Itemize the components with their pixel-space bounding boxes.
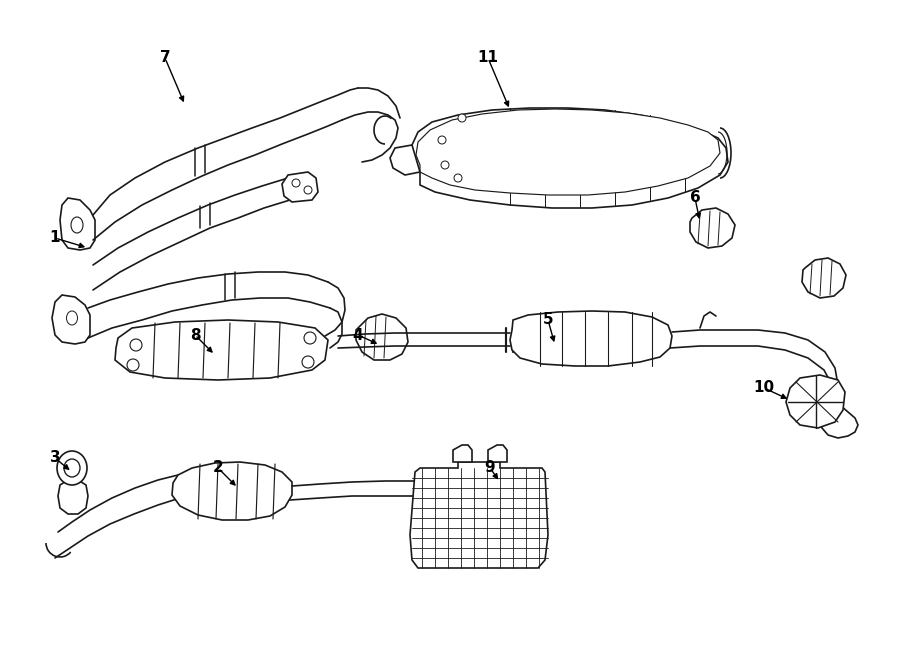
Polygon shape: [172, 462, 292, 520]
Polygon shape: [52, 295, 90, 344]
Text: 1: 1: [50, 231, 60, 245]
Polygon shape: [115, 320, 328, 380]
Text: 5: 5: [543, 313, 553, 327]
Text: 4: 4: [353, 327, 364, 342]
Polygon shape: [820, 400, 858, 438]
Polygon shape: [282, 172, 318, 202]
Polygon shape: [786, 375, 845, 428]
Text: 6: 6: [689, 190, 700, 206]
Polygon shape: [390, 145, 420, 175]
Ellipse shape: [454, 174, 462, 182]
Text: 9: 9: [485, 461, 495, 475]
Polygon shape: [690, 208, 735, 248]
Ellipse shape: [64, 459, 80, 477]
Ellipse shape: [458, 114, 466, 122]
Polygon shape: [416, 109, 720, 195]
Ellipse shape: [304, 332, 316, 344]
Text: 11: 11: [478, 50, 499, 65]
Polygon shape: [453, 445, 472, 462]
Ellipse shape: [57, 451, 87, 485]
Ellipse shape: [67, 311, 77, 325]
Text: 2: 2: [212, 461, 223, 475]
Polygon shape: [488, 445, 507, 462]
Text: 10: 10: [753, 381, 775, 395]
Ellipse shape: [71, 217, 83, 233]
Ellipse shape: [438, 136, 446, 144]
Ellipse shape: [130, 339, 142, 351]
Polygon shape: [510, 311, 672, 366]
Polygon shape: [412, 108, 728, 208]
Ellipse shape: [127, 359, 139, 371]
Text: 8: 8: [190, 327, 201, 342]
Ellipse shape: [292, 179, 300, 187]
Text: 7: 7: [159, 50, 170, 65]
Polygon shape: [802, 258, 846, 298]
Polygon shape: [356, 314, 408, 360]
Ellipse shape: [304, 186, 312, 194]
Ellipse shape: [441, 161, 449, 169]
Polygon shape: [410, 462, 548, 568]
Polygon shape: [60, 198, 95, 250]
Text: 3: 3: [50, 451, 60, 465]
Ellipse shape: [302, 356, 314, 368]
Polygon shape: [58, 480, 88, 514]
